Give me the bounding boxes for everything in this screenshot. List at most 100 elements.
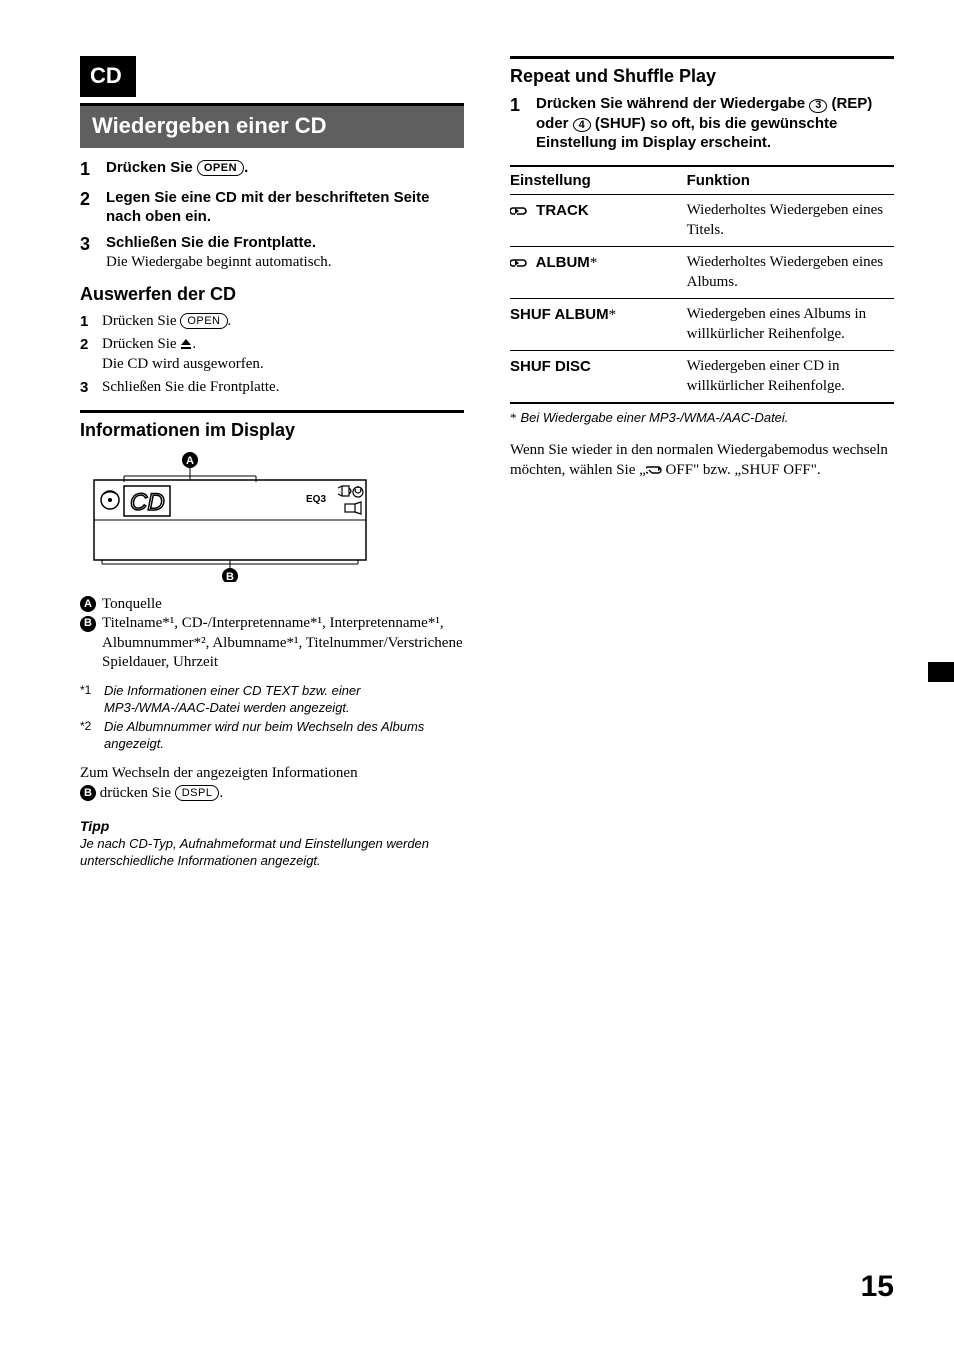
table-header-row: Einstellung Funktion [510, 166, 894, 195]
left-column: CD Wiedergeben einer CD 1 Drücken Sie OP… [80, 56, 464, 869]
switch-info-text: Zum Wechseln der angezeigten Information… [80, 764, 464, 803]
main-steps: 1 Drücken Sie OPEN. 2 Legen Sie eine CD … [80, 158, 464, 272]
step-body: Schließen Sie die Frontplatte. Die Wiede… [106, 233, 331, 273]
step-number: 1 [80, 312, 102, 332]
asterisk-text: Bei Wiedergabe einer MP3-/WMA-/AAC-Datei… [521, 410, 789, 425]
step-number: 2 [80, 188, 106, 227]
display-heading: Informationen im Display [80, 419, 464, 442]
footnote-2: *2 Die Albumnummer wird nur beim Wechsel… [80, 719, 464, 753]
step-body: Schließen Sie die Frontplatte. [102, 378, 279, 398]
col-setting: Einstellung [510, 166, 687, 195]
legend-text: Tonquelle [102, 595, 162, 615]
text: . [192, 336, 196, 352]
setting-cell: SHUF DISC [510, 351, 687, 404]
table-row: ALBUM*Wiederholtes Wiedergeben eines Alb… [510, 247, 894, 299]
chapter-badge: CD [80, 56, 136, 97]
eject-step-1: 1 Drücken Sie OPEN. [80, 312, 464, 332]
display-legend: A Tonquelle B Titelname*¹, CD-/Interpret… [80, 595, 464, 673]
text: Drücken Sie [106, 159, 197, 176]
text: Schließen Sie die Frontplatte. [106, 234, 316, 251]
asterisk-note: * Bei Wiedergabe einer MP3-/WMA-/AAC-Date… [510, 410, 894, 427]
text: . [219, 785, 223, 801]
tip-label: Tipp [80, 817, 464, 835]
display-svg: A CD EQ3 [90, 452, 370, 582]
section-title: Wiedergeben einer CD [80, 103, 464, 149]
function-cell: Wiederholtes Wiedergeben eines Albums. [687, 247, 894, 299]
right-column: Repeat und Shuffle Play 1 Drücken Sie wä… [510, 56, 894, 869]
step-body: Legen Sie eine CD mit der beschrifteten … [106, 188, 464, 227]
tip-body: Je nach CD-Typ, Aufnahmeformat und Einst… [80, 836, 464, 870]
col-function: Funktion [687, 166, 894, 195]
step-sub: Die CD wird ausgeworfen. [102, 356, 264, 372]
label-a-icon: A [80, 596, 96, 612]
step-number: 2 [80, 335, 102, 374]
svg-text:CD: CD [130, 489, 165, 516]
label-b-icon: B [80, 616, 96, 632]
svg-text:EQ3: EQ3 [306, 494, 326, 505]
text: Drücken Sie [102, 336, 180, 352]
repeat-steps: 1 Drücken Sie während der Wiedergabe 3 (… [510, 94, 894, 153]
eject-steps: 1 Drücken Sie OPEN. 2 Drücken Sie . Die … [80, 312, 464, 398]
text: drücken Sie [96, 785, 175, 801]
edge-marker [928, 662, 954, 682]
function-cell: Wiedergeben eines Albums in willkürliche… [687, 299, 894, 351]
label-b-icon: B [80, 785, 96, 801]
button-4-icon: 4 [573, 118, 591, 132]
step-body: Drücken Sie OPEN. [106, 158, 248, 181]
text: . [228, 313, 232, 329]
legend-row-b: B Titelname*¹, CD-/Interpretenname*¹, In… [80, 614, 464, 673]
eject-step-3: 3 Schließen Sie die Frontplatte. [80, 378, 464, 398]
settings-table: Einstellung Funktion TRACKWiederholtes W… [510, 165, 894, 405]
repeat-icon [510, 205, 528, 217]
dspl-button-label: DSPL [175, 785, 220, 801]
svg-text:A: A [186, 455, 194, 467]
step-number: 3 [80, 233, 106, 273]
function-cell: Wiederholtes Wiedergeben eines Titels. [687, 195, 894, 247]
asterisk-mark: * [510, 410, 517, 425]
step-2: 2 Legen Sie eine CD mit der beschriftete… [80, 188, 464, 227]
open-button-label: OPEN [197, 160, 244, 176]
step-number: 1 [510, 94, 536, 153]
table-row: SHUF DISCWiedergeben einer CD in willkür… [510, 351, 894, 404]
eject-heading: Auswerfen der CD [80, 283, 464, 306]
step-body: Drücken Sie während der Wiedergabe 3 (RE… [536, 94, 894, 153]
step-1: 1 Drücken Sie OPEN. [80, 158, 464, 181]
legend-text: Titelname*¹, CD-/Interpretenname*¹, Inte… [102, 614, 464, 673]
footnotes: *1 Die Informationen einer CD TEXT bzw. … [80, 683, 464, 753]
display-section: Informationen im Display A [80, 410, 464, 869]
display-figure: A CD EQ3 [90, 452, 464, 589]
table-row: SHUF ALBUM*Wiedergeben eines Albums in w… [510, 299, 894, 351]
open-button-label: OPEN [180, 313, 227, 329]
eject-step-2: 2 Drücken Sie . Die CD wird ausgeworfen. [80, 335, 464, 374]
svg-text:B: B [226, 571, 234, 582]
footnote-mark: *1 [80, 683, 104, 717]
repeat-icon [646, 464, 662, 476]
page-number: 15 [861, 1267, 894, 1306]
function-cell: Wiedergeben einer CD in willkürlicher Re… [687, 351, 894, 404]
repeat-step-1: 1 Drücken Sie während der Wiedergabe 3 (… [510, 94, 894, 153]
eject-icon [180, 338, 192, 350]
footnote-1: *1 Die Informationen einer CD TEXT bzw. … [80, 683, 464, 717]
repeat-icon [510, 257, 528, 269]
text: Drücken Sie [102, 313, 180, 329]
step-3: 3 Schließen Sie die Frontplatte. Die Wie… [80, 233, 464, 273]
page-columns: CD Wiedergeben einer CD 1 Drücken Sie OP… [80, 56, 894, 869]
repeat-shuffle-heading: Repeat und Shuffle Play [510, 65, 894, 88]
legend-row-a: A Tonquelle [80, 595, 464, 615]
text: Drücken Sie während der Wiedergabe [536, 95, 809, 112]
step-body: Drücken Sie . Die CD wird ausgeworfen. [102, 335, 264, 374]
step-body: Drücken Sie OPEN. [102, 312, 231, 332]
footnote-mark: *2 [80, 719, 104, 753]
footnote-text: Die Informationen einer CD TEXT bzw. ein… [104, 683, 464, 717]
text: OFF" bzw. „SHUF OFF". [662, 462, 821, 478]
table-row: TRACKWiederholtes Wiedergeben eines Tite… [510, 195, 894, 247]
step-number: 3 [80, 378, 102, 398]
return-normal-text: Wenn Sie wieder in den normalen Wiederga… [510, 441, 894, 480]
setting-cell: TRACK [510, 195, 687, 247]
button-3-icon: 3 [809, 99, 827, 113]
step-sub: Die Wiedergabe beginnt automatisch. [106, 254, 331, 270]
footnote-text: Die Albumnummer wird nur beim Wechseln d… [104, 719, 464, 753]
text: Zum Wechseln der angezeigten Information… [80, 765, 358, 781]
text: . [244, 159, 248, 176]
step-number: 1 [80, 158, 106, 181]
